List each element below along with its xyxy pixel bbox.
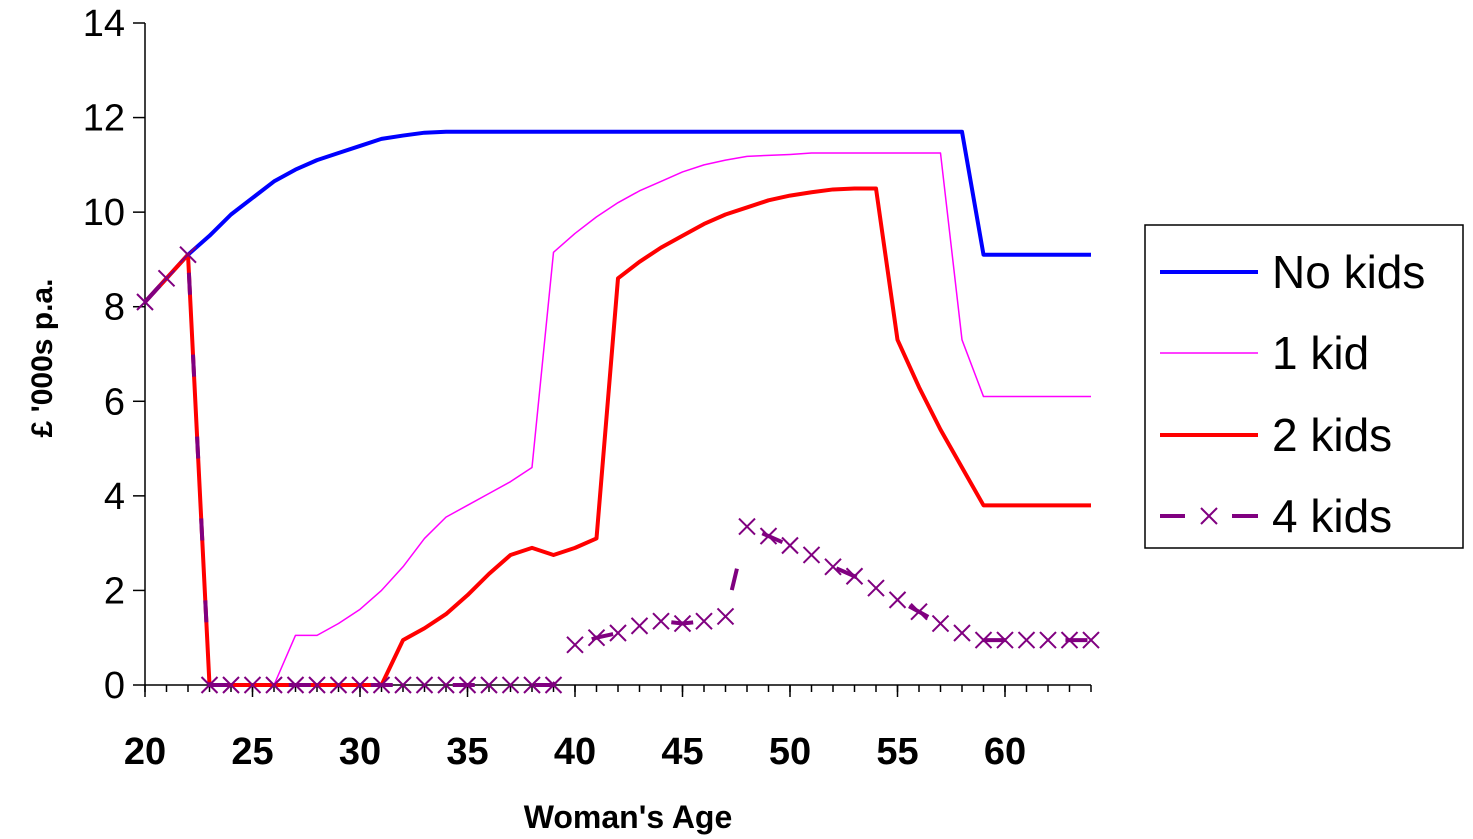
x-tick-label: 55: [876, 731, 918, 773]
data-point-marker: [157, 269, 176, 288]
data-point-marker: [910, 603, 928, 621]
legend-marker: [1200, 507, 1218, 525]
data-point-marker: [523, 676, 541, 694]
data-point-marker: [931, 614, 950, 633]
x-tick-label: 35: [446, 731, 488, 773]
data-point-marker: [286, 676, 305, 694]
data-point-marker: [802, 546, 821, 564]
data-point-marker: [265, 676, 283, 694]
series-4-kids: [136, 245, 1100, 694]
y-ticks: 0 2 4 6 8 10 12 14: [83, 3, 145, 707]
data-point-marker: [1082, 631, 1100, 649]
axes: 0 2 4 6 8 10 12 14 20 25 30 35 40 45 50 55 60: [83, 3, 1092, 773]
series-line: [143, 129, 1091, 304]
data-point-marker: [587, 629, 606, 647]
series-line: [143, 186, 1091, 687]
legend-item: 2 kids: [1160, 409, 1392, 461]
data-point-marker: [1060, 631, 1079, 649]
data-point-marker: [222, 676, 240, 694]
x-tick-label: 60: [984, 731, 1026, 773]
legend-items: No kids 1 kid 2 kids 4 kids: [1160, 246, 1425, 542]
data-point-marker: [308, 676, 326, 694]
data-point-marker: [824, 558, 842, 576]
series-line: [144, 152, 1091, 686]
x-tick-label: 20: [124, 731, 166, 773]
x-ticks: 20 25 30 35 40 45 50 55 60: [124, 685, 1092, 773]
data-point-marker: [437, 676, 455, 694]
legend: No kids 1 kid 2 kids 4 kids: [1144, 224, 1464, 549]
y-tick-label: 8: [104, 287, 125, 329]
data-point-marker: [480, 676, 498, 694]
y-tick-label: 2: [104, 570, 125, 612]
data-point-marker: [458, 676, 477, 694]
x-axis-title: Woman's Age: [524, 799, 733, 835]
series-line: [143, 252, 1091, 687]
y-tick-label: 14: [83, 3, 125, 45]
data-point-marker: [630, 617, 649, 635]
data-point-marker: [996, 631, 1014, 649]
data-point-marker: [845, 567, 864, 585]
series-2-kids: [143, 186, 1091, 687]
series-layer: [136, 129, 1100, 694]
y-tick-label: 6: [104, 381, 125, 423]
y-tick-label: 0: [104, 665, 125, 707]
series-1-kid: [144, 152, 1091, 686]
data-point-marker: [415, 676, 434, 694]
data-point-marker: [738, 517, 756, 536]
data-point-marker: [652, 612, 670, 630]
data-point-marker: [372, 676, 391, 694]
data-point-marker: [867, 579, 885, 597]
legend-item: 4 kids: [1160, 490, 1392, 542]
legend-item: 1 kid: [1160, 327, 1369, 379]
data-point-marker: [716, 607, 735, 626]
data-point-marker: [1039, 631, 1057, 649]
y-tick-label: 12: [83, 98, 125, 140]
legend-label: 1 kid: [1272, 327, 1369, 379]
legend-label: 4 kids: [1272, 490, 1392, 542]
data-point-marker: [544, 676, 563, 694]
data-point-marker: [351, 676, 369, 694]
data-point-marker: [974, 631, 993, 649]
y-axis-title: £ '000s p.a.: [26, 279, 59, 438]
x-tick-label: 45: [661, 731, 703, 773]
legend-label: No kids: [1272, 246, 1425, 298]
x-tick-label: 25: [231, 731, 273, 773]
y-tick-label: 4: [104, 476, 125, 518]
data-point-marker: [695, 612, 713, 630]
series-no-kids: [143, 129, 1091, 304]
data-point-marker: [329, 676, 348, 694]
data-point-marker: [759, 527, 778, 545]
data-point-marker: [1017, 631, 1036, 649]
legend-label: 2 kids: [1272, 409, 1392, 461]
data-point-marker: [243, 676, 262, 694]
x-tick-label: 50: [769, 731, 811, 773]
data-point-marker: [501, 676, 520, 694]
legend-box: [1144, 224, 1464, 549]
data-point-marker: [781, 536, 799, 555]
data-point-marker: [179, 245, 197, 264]
data-point-marker: [673, 614, 692, 633]
data-point-marker: [953, 624, 971, 642]
data-point-marker: [200, 676, 219, 694]
x-tick-label: 40: [554, 731, 596, 773]
y-tick-label: 10: [83, 192, 125, 234]
data-point-marker: [136, 293, 154, 311]
data-point-marker: [394, 676, 412, 694]
data-point-marker: [566, 636, 584, 654]
x-tick-label: 30: [339, 731, 381, 773]
data-point-marker: [609, 624, 627, 642]
data-point-marker: [888, 591, 907, 609]
legend-item: No kids: [1160, 246, 1425, 298]
